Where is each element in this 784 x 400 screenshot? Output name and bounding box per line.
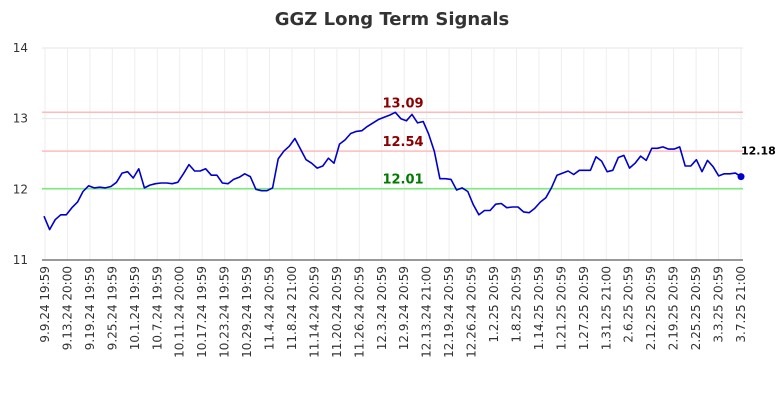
last-value-label: 12.18 bbox=[741, 145, 776, 158]
x-tick-label: 1.27.25 20:59 bbox=[577, 266, 591, 350]
x-tick-label: 10.7.24 19:59 bbox=[150, 266, 164, 350]
x-tick-label: 9.25.24 19:59 bbox=[105, 266, 119, 350]
x-tick-label: 12.13.24 21:00 bbox=[420, 266, 434, 358]
x-tick-label: 9.9.24 19:59 bbox=[38, 266, 52, 343]
x-tick-label: 10.17.24 19:59 bbox=[195, 266, 209, 358]
x-tick-label: 10.29.24 19:59 bbox=[240, 266, 254, 358]
x-tick-label: 11.14.24 20:59 bbox=[307, 266, 321, 358]
x-tick-label: 1.14.25 20:59 bbox=[532, 266, 546, 350]
reference-line-label: 12.01 bbox=[382, 173, 423, 188]
x-tick-label: 12.26.24 20:59 bbox=[465, 266, 479, 358]
x-tick-label: 1.21.25 20:59 bbox=[554, 266, 568, 350]
chart-title: GGZ Long Term Signals bbox=[275, 9, 510, 30]
x-tick-label: 12.3.24 20:59 bbox=[375, 266, 389, 350]
y-tick-label: 12 bbox=[13, 182, 28, 196]
x-tick-label: 2.6.25 20:59 bbox=[622, 266, 636, 343]
x-tick-label: 11.4.24 20:59 bbox=[263, 266, 277, 350]
y-tick-label: 13 bbox=[13, 112, 28, 126]
reference-line-label: 12.54 bbox=[382, 135, 423, 150]
x-tick-label: 11.8.24 21:00 bbox=[285, 266, 299, 350]
last-point-marker bbox=[737, 173, 745, 181]
x-tick-label: 12.9.24 20:59 bbox=[397, 266, 411, 350]
x-tick-label: 3.7.25 21:00 bbox=[734, 266, 748, 343]
x-tick-label: 2.25.25 20:59 bbox=[689, 266, 703, 350]
x-tick-label: 9.19.24 19:59 bbox=[83, 266, 97, 350]
x-tick-label: 11.20.24 20:59 bbox=[330, 266, 344, 358]
price-series-line bbox=[43, 111, 742, 231]
x-tick-label: 1.2.25 20:59 bbox=[487, 266, 501, 343]
axes: 11 12 13 14 9.9.24 19:59 9.13.24 20:00 9.19.24… bbox=[13, 41, 748, 358]
x-tick-label: 2.19.25 20:59 bbox=[667, 266, 681, 350]
x-tick-label: 2.12.25 20:59 bbox=[644, 266, 658, 350]
y-tick-label: 14 bbox=[13, 41, 28, 55]
x-tick-label: 12.19.24 20:59 bbox=[442, 266, 456, 358]
reference-line-label: 13.09 bbox=[382, 96, 423, 111]
annotation-labels: 13.09 12.54 12.01 12.18 bbox=[382, 96, 775, 187]
x-tick-label: 10.23.24 19:59 bbox=[218, 266, 232, 358]
x-tick-label: 3.3.25 20:59 bbox=[712, 266, 726, 343]
x-tick-label: 1.31.25 21:00 bbox=[599, 266, 613, 350]
x-tick-label: 10.1.24 19:59 bbox=[128, 266, 142, 350]
reference-lines bbox=[42, 111, 743, 190]
grid bbox=[42, 47, 743, 261]
x-tick-label: 10.11.24 20:00 bbox=[173, 266, 187, 358]
series-layer bbox=[43, 111, 745, 231]
x-tick-label: 1.8.25 20:59 bbox=[509, 266, 523, 343]
y-tick-label: 11 bbox=[13, 253, 28, 267]
x-tick-label: 9.13.24 20:00 bbox=[60, 266, 74, 350]
x-tick-label: 11.26.24 20:59 bbox=[352, 266, 366, 358]
